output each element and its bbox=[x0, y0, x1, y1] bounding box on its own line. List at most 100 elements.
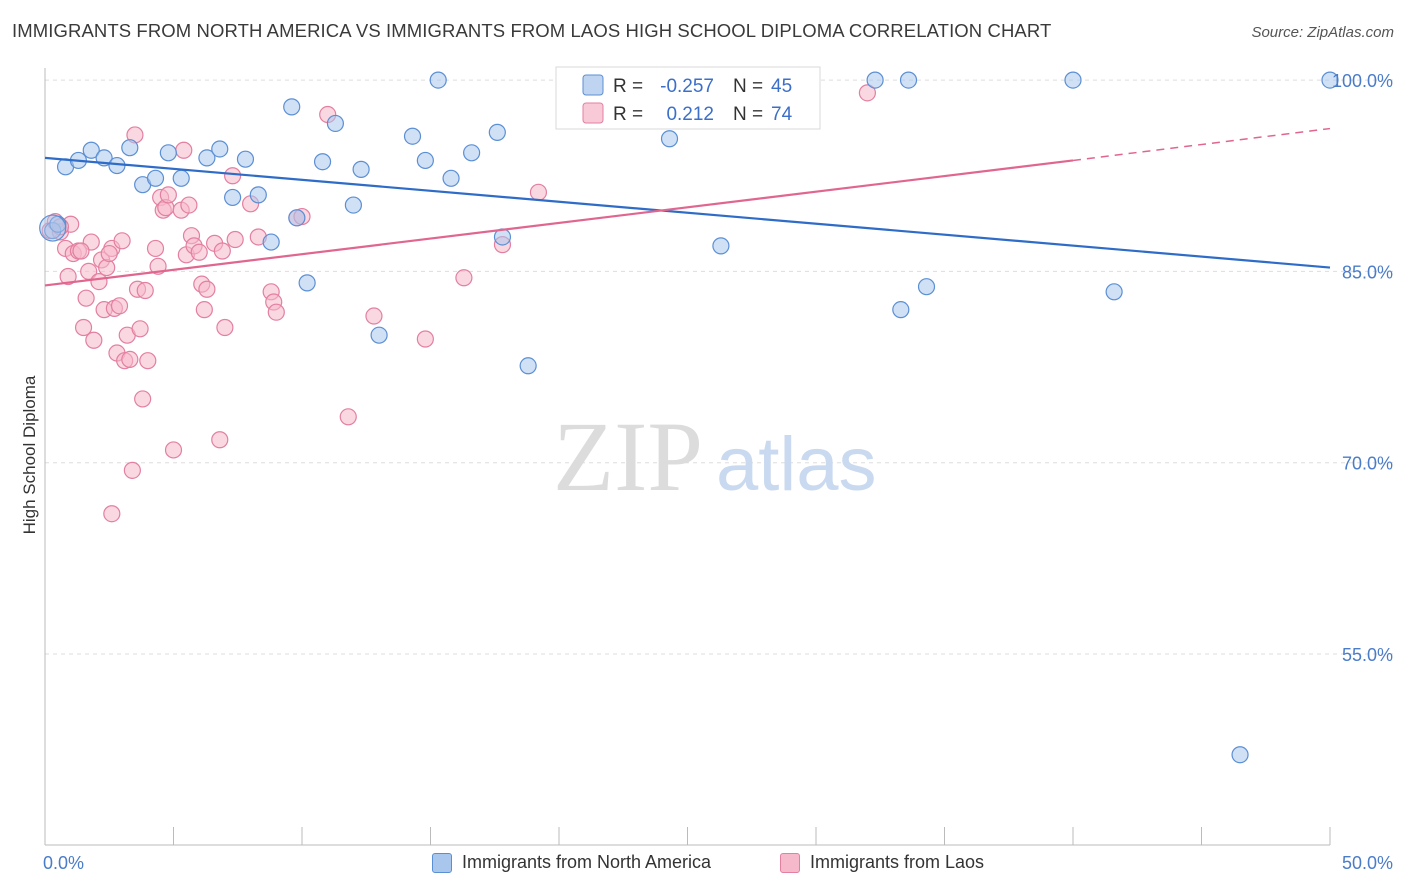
y-tick-label: 70.0% bbox=[1342, 454, 1393, 474]
y-tick-label: 85.0% bbox=[1342, 262, 1393, 282]
trend-lines bbox=[44, 127, 1331, 287]
point-north-america bbox=[1231, 746, 1249, 764]
point-laos bbox=[216, 318, 234, 337]
y-tick-label: 100.0% bbox=[1332, 71, 1393, 91]
point-laos bbox=[121, 350, 139, 368]
point-north-america bbox=[917, 278, 936, 296]
point-laos bbox=[159, 186, 177, 204]
axes bbox=[44, 68, 1331, 846]
point-north-america bbox=[224, 188, 242, 207]
legend-swatch-laos bbox=[780, 852, 800, 873]
point-north-america bbox=[370, 326, 388, 344]
watermark: ZIP atlas bbox=[553, 401, 877, 512]
point-north-america bbox=[712, 237, 730, 255]
legend-n-label-0: N = bbox=[733, 76, 763, 97]
y-axis-title: High School Diploma bbox=[20, 375, 39, 534]
point-north-america bbox=[488, 123, 506, 141]
point-north-america bbox=[236, 150, 255, 168]
point-north-america bbox=[1064, 71, 1082, 89]
point-north-america bbox=[172, 169, 190, 187]
point-north-america bbox=[866, 71, 884, 89]
series-north-america-points bbox=[39, 71, 1339, 764]
point-north-america bbox=[262, 233, 280, 251]
point-laos bbox=[175, 141, 193, 159]
point-laos bbox=[72, 242, 90, 260]
point-laos bbox=[226, 230, 244, 249]
point-north-america bbox=[159, 144, 177, 162]
stats-legend: R = -0.257 N = 45 R = 0.212 N = 74 bbox=[555, 66, 821, 130]
x-tick-label-min: 0.0% bbox=[43, 853, 84, 873]
legend-item-north-america: Immigrants from North America bbox=[432, 852, 711, 873]
point-north-america bbox=[211, 140, 229, 158]
point-laos bbox=[113, 232, 131, 250]
point-laos bbox=[85, 331, 103, 349]
trend-line-laos-extension bbox=[1072, 127, 1331, 162]
point-laos bbox=[195, 301, 213, 319]
point-north-america bbox=[121, 139, 139, 157]
point-laos bbox=[213, 242, 231, 260]
source-credit: Source: ZipAtlas.com bbox=[1251, 24, 1394, 41]
point-north-america bbox=[1321, 71, 1339, 89]
point-laos bbox=[100, 244, 118, 263]
legend-swatch-north-america bbox=[432, 852, 452, 873]
legend-n-value-1: 74 bbox=[771, 104, 793, 125]
point-laos bbox=[98, 258, 116, 277]
point-laos bbox=[77, 289, 95, 307]
point-north-america bbox=[249, 186, 267, 204]
point-north-america bbox=[283, 98, 301, 116]
point-north-america bbox=[416, 151, 434, 170]
x-tick-label-max: 50.0% bbox=[1342, 853, 1393, 873]
point-laos bbox=[858, 84, 877, 102]
point-laos bbox=[224, 167, 242, 185]
legend-r-label-1: R = bbox=[613, 104, 643, 125]
point-laos bbox=[110, 297, 129, 315]
tick-labels: 55.0% 70.0% 85.0% 100.0% 0.0% 50.0% bbox=[43, 71, 1393, 873]
y-tick-label: 55.0% bbox=[1342, 645, 1393, 665]
legend-item-laos: Immigrants from Laos bbox=[780, 852, 984, 873]
point-laos bbox=[164, 441, 183, 459]
point-north-america bbox=[892, 301, 910, 319]
point-laos bbox=[267, 303, 285, 321]
watermark-zip: ZIP bbox=[553, 401, 703, 512]
point-north-america bbox=[1105, 283, 1123, 301]
point-north-america bbox=[519, 357, 537, 375]
point-laos bbox=[529, 183, 548, 201]
point-north-america bbox=[326, 114, 345, 133]
point-laos bbox=[455, 269, 473, 287]
point-north-america bbox=[146, 169, 165, 187]
point-laos bbox=[74, 318, 93, 337]
legend-n-value-0: 45 bbox=[771, 76, 792, 97]
point-laos bbox=[139, 352, 157, 370]
point-laos bbox=[103, 505, 121, 523]
point-laos bbox=[339, 408, 357, 426]
point-laos bbox=[136, 281, 154, 300]
point-laos bbox=[59, 267, 77, 286]
point-laos bbox=[198, 280, 216, 298]
point-north-america bbox=[288, 209, 306, 227]
point-north-america bbox=[442, 169, 460, 187]
point-north-america bbox=[403, 127, 422, 145]
point-laos bbox=[134, 390, 152, 408]
point-north-america bbox=[899, 71, 918, 89]
chart-title: IMMIGRANTS FROM NORTH AMERICA VS IMMIGRA… bbox=[12, 20, 1052, 41]
legend-swatch-laos bbox=[582, 102, 604, 124]
legend-n-label-1: N = bbox=[733, 104, 763, 125]
watermark-atlas: atlas bbox=[716, 422, 877, 507]
bottom-legend: Immigrants from North America Immigrants… bbox=[0, 852, 1406, 878]
point-laos bbox=[211, 431, 229, 449]
point-north-america bbox=[352, 160, 370, 178]
point-north-america bbox=[344, 196, 362, 214]
point-laos bbox=[146, 239, 165, 258]
point-north-america bbox=[429, 71, 447, 89]
legend-r-label-0: R = bbox=[613, 76, 643, 97]
legend-label-laos: Immigrants from Laos bbox=[810, 852, 985, 872]
legend-label-north-america: Immigrants from North America bbox=[462, 852, 712, 872]
point-north-america bbox=[198, 149, 216, 167]
point-laos bbox=[416, 330, 434, 348]
point-laos bbox=[190, 243, 208, 261]
point-north-america-cluster bbox=[39, 214, 67, 242]
trend-line-laos bbox=[44, 159, 1074, 287]
point-laos bbox=[123, 461, 141, 479]
legend-r-value-0: -0.257 bbox=[660, 76, 714, 97]
point-north-america bbox=[463, 144, 481, 162]
